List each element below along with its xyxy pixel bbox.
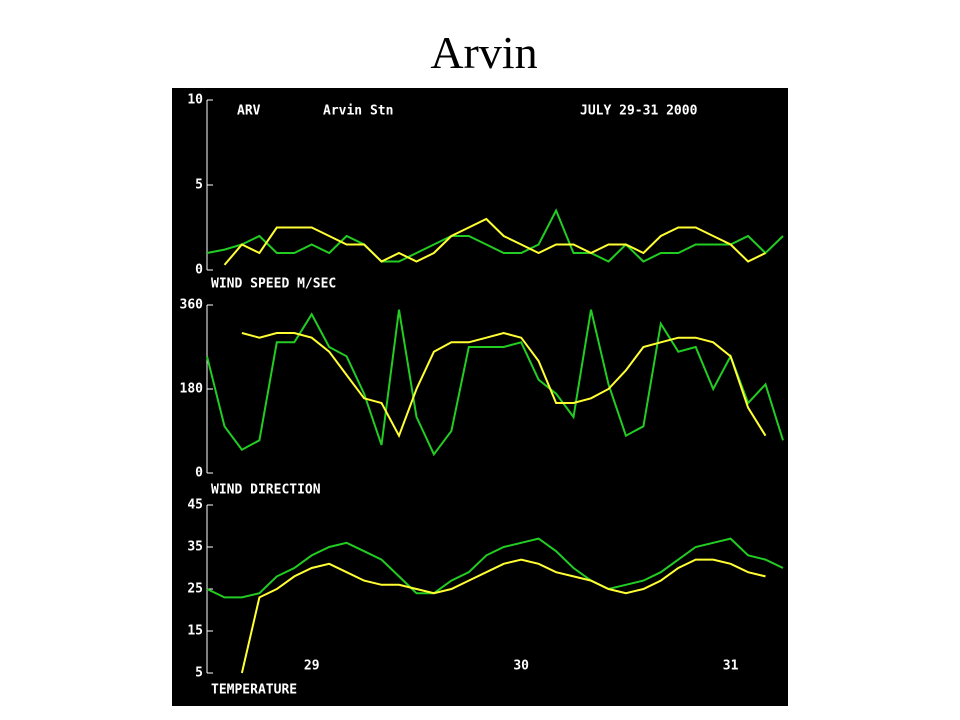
chart-background bbox=[172, 88, 788, 706]
series-line bbox=[240, 558, 766, 674]
y-tick-label: 25 bbox=[187, 582, 203, 597]
series-line bbox=[206, 208, 784, 263]
date-range: JULY 29-31 2000 bbox=[580, 104, 698, 119]
y-tick-label: 5 bbox=[195, 178, 203, 193]
x-tick-label: 31 bbox=[723, 659, 739, 674]
series-line bbox=[223, 217, 766, 266]
station-name: Arvin Stn bbox=[323, 104, 393, 119]
y-tick-label: 35 bbox=[187, 540, 203, 555]
series-line bbox=[241, 331, 767, 439]
y-tick-label: 180 bbox=[180, 382, 204, 397]
y-tick-label: 0 bbox=[195, 263, 203, 278]
slide-title: Arvin bbox=[430, 27, 537, 78]
y-tick-label: 10 bbox=[187, 93, 203, 108]
y-tick-label: 0 bbox=[195, 466, 203, 481]
y-tick-label: 360 bbox=[180, 298, 204, 313]
panel-label: WIND DIRECTION bbox=[211, 483, 321, 498]
station-code: ARV bbox=[237, 104, 261, 119]
series-line bbox=[206, 537, 784, 599]
y-tick-label: 15 bbox=[187, 624, 203, 639]
y-tick-label: 5 bbox=[195, 666, 203, 681]
y-tick-label: 45 bbox=[187, 498, 203, 513]
x-tick-label: 29 bbox=[304, 659, 320, 674]
panel-label: TEMPERATURE bbox=[211, 683, 297, 698]
x-tick-label: 30 bbox=[513, 659, 529, 674]
series-line bbox=[206, 309, 784, 457]
panel-label: WIND SPEED M/SEC bbox=[211, 277, 336, 292]
